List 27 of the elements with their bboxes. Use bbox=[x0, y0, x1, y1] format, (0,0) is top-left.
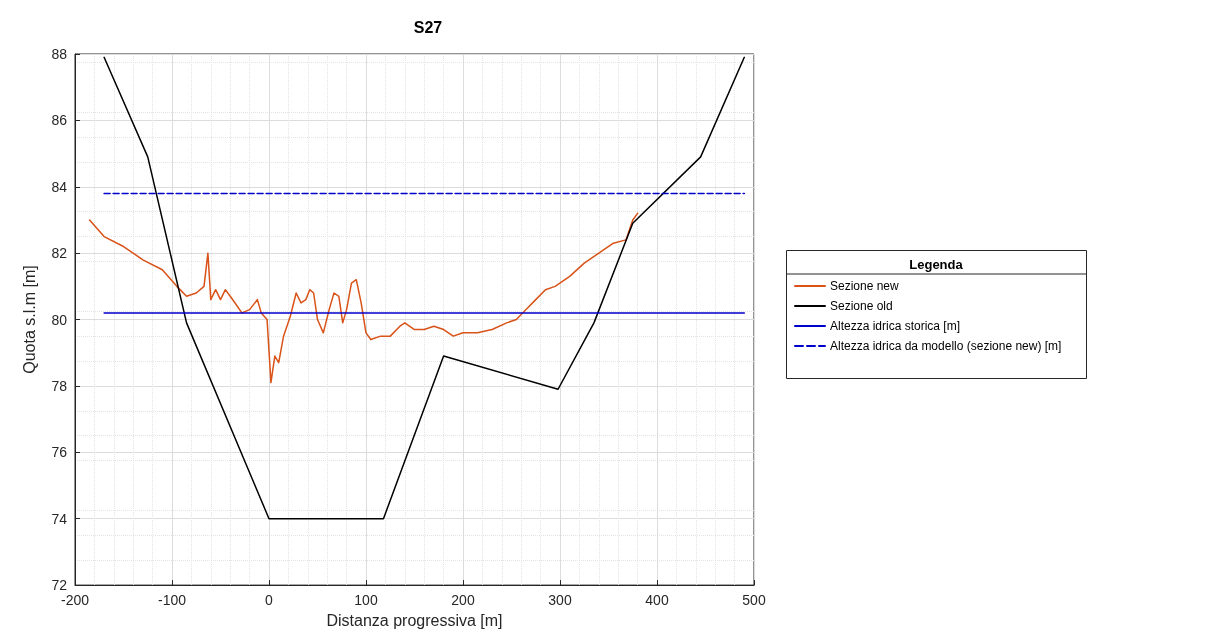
legend-label: Sezione old bbox=[830, 299, 893, 313]
y-tick-label: 84 bbox=[51, 178, 68, 195]
legend-label: Altezza idrica storica [m] bbox=[830, 319, 961, 333]
x-tick-label: -100 bbox=[157, 592, 187, 609]
x-tick-label: 200 bbox=[451, 592, 475, 609]
x-axis-title: Distanza progressiva [m] bbox=[326, 611, 503, 629]
legend-label: Altezza idrica da modello (sezione new) [m] bbox=[830, 339, 1062, 353]
y-tick-label: 86 bbox=[51, 112, 68, 129]
x-tick-label: 400 bbox=[645, 592, 669, 609]
y-tick-label: 78 bbox=[51, 377, 68, 394]
y-tick-label: 80 bbox=[51, 311, 68, 328]
x-tick-label: 300 bbox=[548, 592, 572, 609]
x-tick-label: 100 bbox=[354, 592, 378, 609]
chart-title: S27 bbox=[413, 18, 443, 36]
y-tick-label: 76 bbox=[51, 444, 68, 461]
y-tick-label: 72 bbox=[51, 577, 68, 594]
legend-label: Sezione new bbox=[830, 279, 900, 293]
x-tick-label: -200 bbox=[60, 592, 90, 609]
x-tick-label: 0 bbox=[265, 592, 274, 609]
y-axis-title: Quota s.l.m [m] bbox=[20, 265, 38, 374]
legend-title: Legenda bbox=[909, 257, 964, 272]
y-tick-label: 88 bbox=[51, 46, 68, 62]
y-tick-label: 74 bbox=[51, 510, 68, 527]
line-series bbox=[88, 212, 639, 384]
line-series bbox=[103, 56, 746, 520]
y-tick-label: 82 bbox=[51, 245, 68, 262]
x-tick-label: 500 bbox=[742, 592, 766, 609]
